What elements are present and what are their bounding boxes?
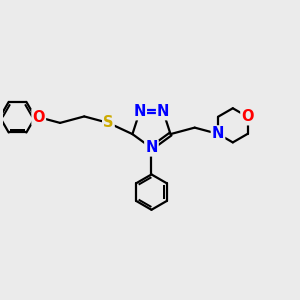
Text: O: O [241,109,254,124]
Text: N: N [212,126,224,141]
Text: S: S [103,116,114,130]
Text: N: N [157,104,170,119]
Text: O: O [32,110,45,125]
Text: N: N [145,140,158,155]
Text: N: N [134,104,146,119]
